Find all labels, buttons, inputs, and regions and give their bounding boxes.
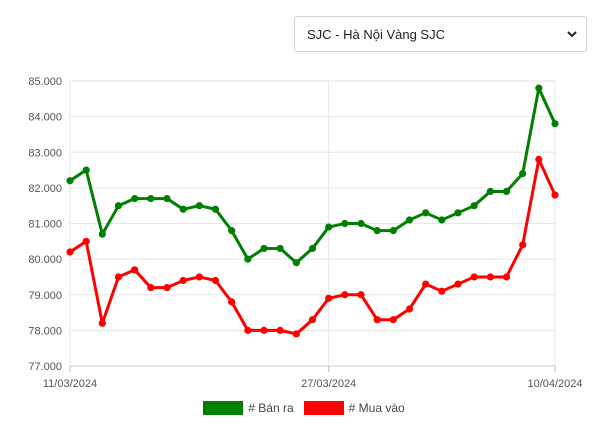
data-point[interactable] bbox=[502, 273, 511, 281]
data-point[interactable] bbox=[292, 259, 300, 267]
legend-swatch-mua-vao bbox=[303, 401, 344, 415]
data-point[interactable] bbox=[66, 177, 74, 185]
data-point[interactable] bbox=[276, 326, 284, 334]
y-tick-label: 82.000 bbox=[28, 183, 62, 195]
data-point[interactable] bbox=[66, 248, 74, 256]
data-point[interactable] bbox=[454, 280, 462, 288]
data-point[interactable] bbox=[389, 227, 397, 235]
legend-item-ban-ra[interactable]: # Bán ra bbox=[203, 401, 294, 415]
gold-type-select[interactable]: SJC - Hà Nội Vàng SJC bbox=[294, 16, 587, 52]
data-point[interactable] bbox=[308, 244, 317, 253]
data-point[interactable] bbox=[373, 316, 381, 324]
data-point[interactable] bbox=[163, 194, 171, 203]
legend-item-mua-vao[interactable]: # Mua vào bbox=[303, 401, 405, 415]
y-tick-label: 80.000 bbox=[28, 254, 62, 266]
data-point[interactable] bbox=[438, 216, 446, 224]
data-point[interactable] bbox=[244, 255, 252, 263]
data-point[interactable] bbox=[179, 276, 187, 285]
data-point[interactable] bbox=[308, 316, 317, 324]
data-point[interactable] bbox=[82, 237, 90, 245]
y-tick-label: 83.000 bbox=[28, 147, 62, 159]
data-point[interactable] bbox=[147, 194, 155, 203]
data-point[interactable] bbox=[195, 202, 203, 210]
x-tick-label: 27/03/2024 bbox=[301, 378, 356, 390]
data-point[interactable] bbox=[325, 294, 333, 302]
data-point[interactable] bbox=[276, 244, 284, 253]
data-point[interactable] bbox=[373, 227, 381, 235]
chart-grid bbox=[69, 80, 556, 372]
y-tick-label: 81.000 bbox=[28, 219, 62, 231]
chevron-down-icon bbox=[566, 28, 578, 40]
data-point[interactable] bbox=[470, 202, 478, 210]
chart-legend: # Bán ra # Mua vào bbox=[0, 401, 608, 415]
x-tick-label: 11/03/2024 bbox=[43, 378, 97, 390]
y-tick-label: 78.000 bbox=[28, 325, 62, 337]
data-point[interactable] bbox=[502, 187, 511, 196]
data-point[interactable] bbox=[211, 205, 220, 213]
series-0 bbox=[66, 84, 559, 267]
data-point[interactable] bbox=[114, 202, 123, 210]
data-point[interactable] bbox=[325, 223, 333, 231]
data-point[interactable] bbox=[551, 120, 559, 128]
data-point[interactable] bbox=[147, 284, 155, 292]
gold-type-select-value: SJC - Hà Nội Vàng SJC bbox=[307, 26, 445, 42]
x-axis-ticks: 11/03/2024 27/03/2024 10/04/2024 bbox=[43, 378, 583, 390]
legend-label-mua-vao: # Mua vào bbox=[348, 401, 405, 415]
data-point[interactable] bbox=[357, 219, 365, 228]
y-tick-label: 85.000 bbox=[28, 76, 62, 88]
data-point[interactable] bbox=[519, 170, 527, 178]
y-tick-label: 84.000 bbox=[28, 112, 62, 124]
price-line-chart: 77.000 78.000 79.000 80.000 81.000 82.000 83.0… bbox=[28, 76, 583, 390]
data-point[interactable] bbox=[422, 209, 430, 217]
chart-series bbox=[66, 84, 559, 338]
series-1 bbox=[66, 155, 559, 338]
data-point[interactable] bbox=[551, 191, 559, 199]
data-point[interactable] bbox=[405, 216, 414, 224]
legend-swatch-ban-ra bbox=[203, 401, 244, 415]
data-point[interactable] bbox=[535, 84, 543, 92]
y-axis-ticks: 77.000 78.000 79.000 80.000 81.000 82.000 83.0… bbox=[28, 76, 62, 373]
data-point[interactable] bbox=[389, 316, 397, 324]
data-point[interactable] bbox=[131, 266, 139, 274]
data-point[interactable] bbox=[486, 187, 494, 196]
data-point[interactable] bbox=[341, 291, 349, 299]
data-point[interactable] bbox=[486, 273, 494, 281]
data-point[interactable] bbox=[438, 287, 446, 295]
y-tick-label: 77.000 bbox=[28, 361, 62, 373]
data-point[interactable] bbox=[228, 298, 236, 306]
data-point[interactable] bbox=[211, 276, 220, 285]
data-point[interactable] bbox=[98, 230, 106, 238]
data-point[interactable] bbox=[470, 273, 478, 281]
data-point[interactable] bbox=[228, 227, 236, 235]
data-point[interactable] bbox=[292, 330, 300, 338]
data-point[interactable] bbox=[195, 273, 203, 281]
data-point[interactable] bbox=[82, 166, 90, 174]
series-line bbox=[69, 86, 557, 265]
data-point[interactable] bbox=[131, 194, 139, 203]
data-point[interactable] bbox=[535, 155, 543, 163]
data-point[interactable] bbox=[260, 244, 268, 253]
data-point[interactable] bbox=[179, 205, 187, 213]
data-point[interactable] bbox=[422, 280, 430, 288]
x-tick-label: 10/04/2024 bbox=[527, 378, 582, 390]
data-point[interactable] bbox=[405, 305, 414, 313]
data-point[interactable] bbox=[244, 326, 252, 334]
data-point[interactable] bbox=[519, 241, 527, 249]
y-tick-label: 79.000 bbox=[28, 290, 62, 302]
data-point[interactable] bbox=[163, 284, 171, 292]
data-point[interactable] bbox=[260, 326, 268, 334]
data-point[interactable] bbox=[357, 291, 365, 299]
data-point[interactable] bbox=[98, 319, 106, 327]
legend-label-ban-ra: # Bán ra bbox=[248, 401, 294, 415]
data-point[interactable] bbox=[341, 219, 349, 228]
data-point[interactable] bbox=[454, 209, 462, 217]
data-point[interactable] bbox=[114, 273, 123, 281]
